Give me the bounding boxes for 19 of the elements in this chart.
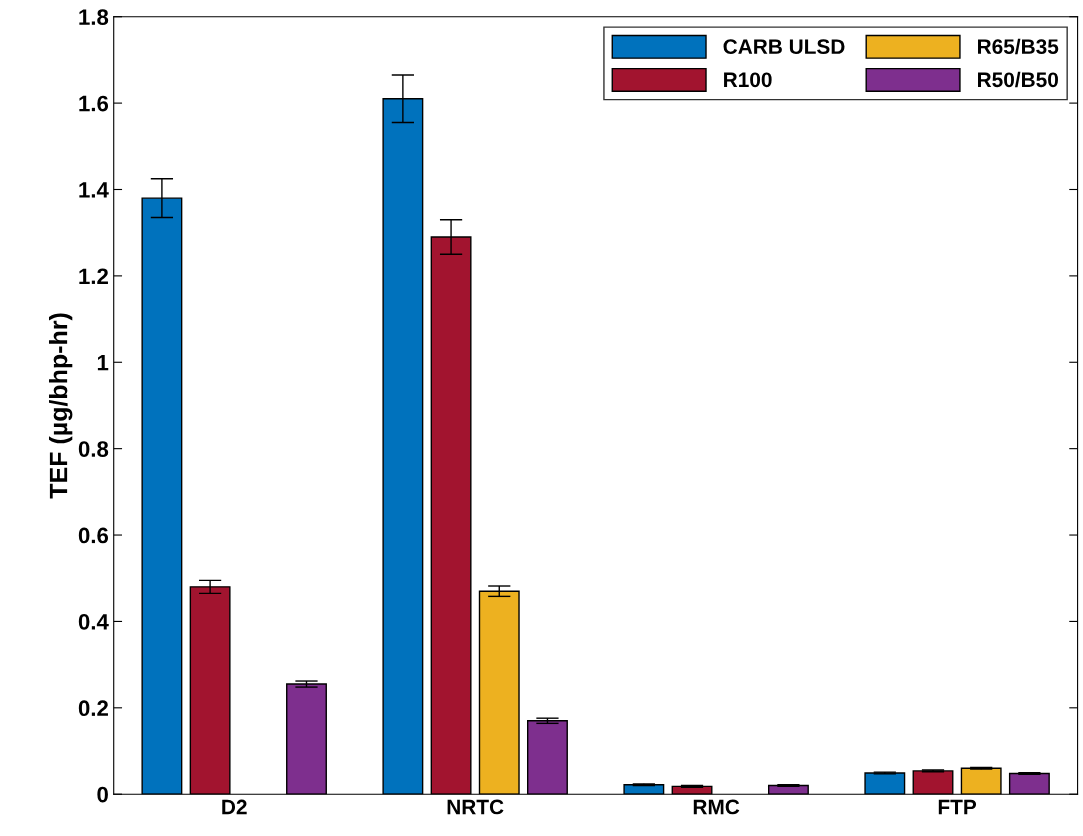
y-tick-label: 0 — [97, 786, 108, 803]
y-tick-label: 0.6 — [78, 527, 109, 544]
legend-label: R100 — [724, 72, 772, 88]
x-tick-label: RMC — [693, 799, 740, 815]
legend-label: CARB ULSD — [723, 39, 845, 55]
y-tick-label: 0.4 — [78, 613, 109, 630]
x-tick-label: FTP — [938, 799, 977, 815]
y-axis-title: TEF (µg/bhp-hr) — [49, 313, 73, 499]
x-tick-label: D2 — [222, 799, 247, 815]
y-tick-label: 1 — [97, 355, 109, 371]
y-tick-label: 1.4 — [79, 182, 109, 198]
legend-label: R65/B35 — [978, 38, 1059, 55]
y-tick-label: 1.2 — [79, 268, 108, 284]
legend-label: R50/B50 — [978, 71, 1058, 88]
y-tick-label: 0.8 — [78, 441, 109, 457]
y-tick-label: 1.8 — [79, 9, 109, 25]
y-tick-label: 0.2 — [78, 700, 108, 717]
x-tick-label: NRTC — [447, 799, 504, 815]
y-tick-label: 1.6 — [79, 95, 109, 112]
